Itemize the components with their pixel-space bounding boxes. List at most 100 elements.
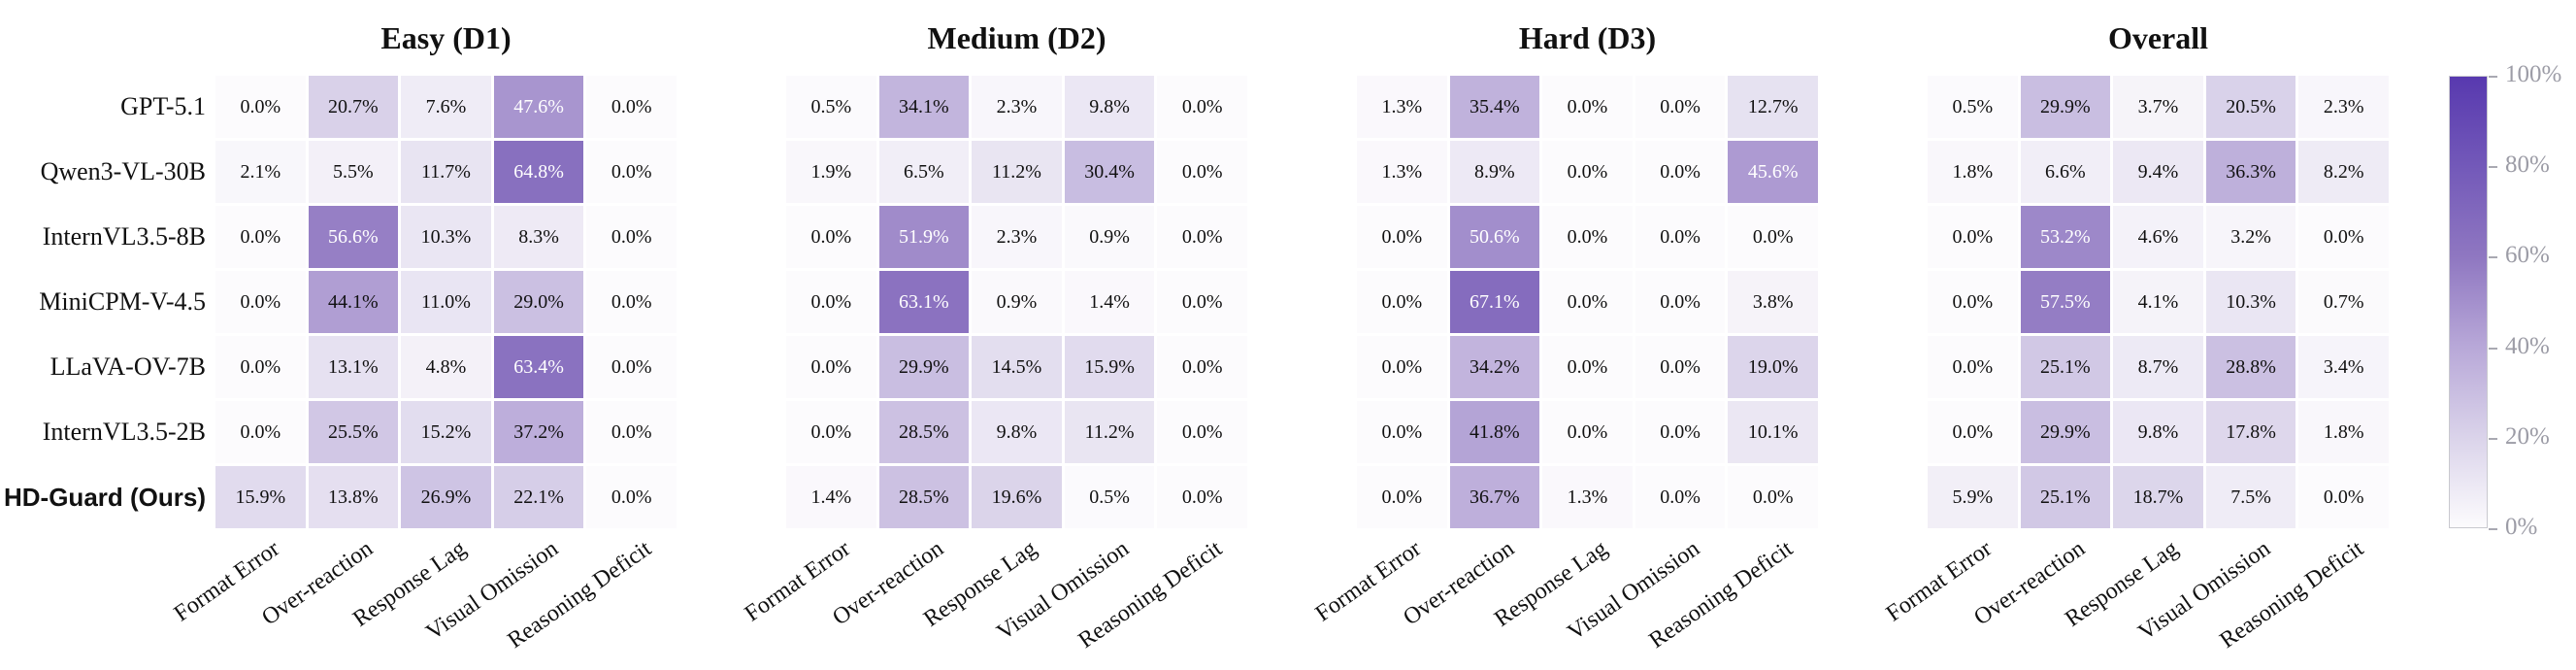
heatmap-cell: 8.2% <box>2298 141 2389 203</box>
heatmap-cell: 2.1% <box>215 141 306 203</box>
heatmap-cell: 36.3% <box>2205 141 2296 203</box>
heatmap-cell: 0.0% <box>586 466 677 528</box>
x-axis-label: Format Error <box>1311 536 1427 627</box>
panel-title: Medium (D2) <box>927 19 1106 55</box>
heatmap-panel: Medium (D2) 0.5% 34.1% 2.3% 9.8% 0.0% 1.9% 6.5%… <box>741 0 1247 654</box>
heatmap-cell: 28.5% <box>878 401 970 463</box>
heatmap-cell: 0.0% <box>1542 206 1633 268</box>
heatmap-cell: 64.8% <box>493 141 584 203</box>
panel-title: Easy (D1) <box>380 19 512 55</box>
heatmap-cell: 1.8% <box>2298 401 2389 463</box>
heatmap-cell: 0.0% <box>1728 206 1818 268</box>
heatmap-cell: 0.0% <box>786 401 876 463</box>
heatmap-cell: 0.0% <box>1635 271 1726 333</box>
heatmap-cell: 13.1% <box>308 336 399 398</box>
x-axis-labels: Format Error Over-reaction Response Lag Vis… <box>741 528 1247 654</box>
heatmap-cell: 3.7% <box>2113 76 2203 138</box>
heatmap-cell: 15.9% <box>1064 336 1155 398</box>
heatmap-cell: 50.6% <box>1449 206 1540 268</box>
heatmap-cell: 0.0% <box>1928 206 2018 268</box>
colorbar-tick-mark <box>2489 528 2497 530</box>
heatmap-cell: 28.5% <box>878 466 970 528</box>
heatmap-cell: 25.1% <box>2020 336 2111 398</box>
heatmap-cell: 0.0% <box>1542 401 1633 463</box>
panel-title: Overall <box>2107 19 2209 55</box>
heatmap-cell: 0.0% <box>586 141 677 203</box>
colorbar-tick-label: 60% <box>2505 242 2550 269</box>
heatmap-cell: 8.7% <box>2113 336 2203 398</box>
heatmap-cell: 13.8% <box>308 466 399 528</box>
colorbar-gradient <box>2449 76 2488 528</box>
heatmap-cell: 7.6% <box>401 76 491 138</box>
heatmap-cell: 0.0% <box>1157 336 1247 398</box>
heatmap-cell: 0.0% <box>1635 401 1726 463</box>
row-label: HD-Guard (Ours) <box>4 482 206 512</box>
heatmap-cell: 8.3% <box>493 206 584 268</box>
heatmap-panel: Overall 0.5% 29.9% 3.7% 20.5% 2.3% 1.8% 6.6% 9.4… <box>1882 0 2389 654</box>
heatmap-cell: 9.8% <box>2113 401 2203 463</box>
x-axis-label: Format Error <box>1882 536 1998 627</box>
heatmap-cell: 34.1% <box>878 76 970 138</box>
heatmap-cell: 0.0% <box>2298 466 2389 528</box>
heatmap-cell: 2.3% <box>972 76 1062 138</box>
row-label: MiniCPM-V-4.5 <box>39 287 206 316</box>
heatmap-cell: 37.2% <box>493 401 584 463</box>
heatmap-cell: 4.8% <box>401 336 491 398</box>
heatmap-cell: 4.6% <box>2113 206 2203 268</box>
heatmap-cell: 11.2% <box>1064 401 1155 463</box>
heatmap-cell: 20.7% <box>308 76 399 138</box>
heatmap-cell: 1.3% <box>1357 76 1447 138</box>
heatmap-cell: 0.0% <box>1357 401 1447 463</box>
heatmap-cell: 41.8% <box>1449 401 1540 463</box>
heatmap-cell: 0.0% <box>586 336 677 398</box>
row-label: GPT-5.1 <box>120 92 206 120</box>
heatmap-cell: 7.5% <box>2205 466 2296 528</box>
heatmap-cell: 29.9% <box>878 336 970 398</box>
colorbar-tick-mark <box>2489 437 2497 440</box>
heatmap-cell: 9.8% <box>972 401 1062 463</box>
heatmap-cell: 51.9% <box>878 206 970 268</box>
colorbar-tick-mark <box>2489 256 2497 259</box>
heatmap-cell: 1.4% <box>786 466 876 528</box>
heatmap-cell: 0.0% <box>1635 336 1726 398</box>
heatmap-cell: 0.0% <box>1928 401 2018 463</box>
x-axis-label: Format Error <box>741 536 856 627</box>
heatmap-cell: 17.8% <box>2205 401 2296 463</box>
heatmap-cell: 2.3% <box>2298 76 2389 138</box>
heatmap-cell: 0.7% <box>2298 271 2389 333</box>
heatmap-cell: 0.0% <box>1542 271 1633 333</box>
heatmap-cell: 28.8% <box>2205 336 2296 398</box>
heatmap-cell: 3.8% <box>1728 271 1818 333</box>
heatmap-cell: 0.0% <box>1928 271 2018 333</box>
heatmap-cell: 22.1% <box>493 466 584 528</box>
heatmap-grid: 0.0% 20.7% 7.6% 47.6% 0.0% 2.1% 5.5% 11.7% 64.8%… <box>215 76 677 528</box>
heatmap-cell: 20.5% <box>2205 76 2296 138</box>
panel-title: Hard (D3) <box>1518 19 1657 55</box>
heatmap-cell: 0.0% <box>1635 466 1726 528</box>
heatmap-cell: 67.1% <box>1449 271 1540 333</box>
heatmap-cell: 29.9% <box>2020 76 2111 138</box>
heatmap-cell: 0.0% <box>1542 76 1633 138</box>
heatmap-cell: 35.4% <box>1449 76 1540 138</box>
heatmap-cell: 0.0% <box>1157 141 1247 203</box>
heatmap-cell: 11.2% <box>972 141 1062 203</box>
heatmap-cell: 29.9% <box>2020 401 2111 463</box>
heatmap-cell: 0.0% <box>586 401 677 463</box>
colorbar-area: 0% 20% 40% 60% 80% 100% <box>2449 61 2576 540</box>
heatmap-cell: 25.1% <box>2020 466 2111 528</box>
row-label: InternVL3.5-8B <box>42 222 206 251</box>
heatmap-cell: 0.0% <box>1357 336 1447 398</box>
heatmap-cell: 0.0% <box>586 76 677 138</box>
model-row-labels: GPT-5.1 Qwen3-VL-30B InternVL3.5-8B MiniCPM… <box>4 76 210 528</box>
heatmap-cell: 10.3% <box>2205 271 2296 333</box>
heatmap-cell: 0.0% <box>215 401 306 463</box>
heatmap-cell: 5.5% <box>308 141 399 203</box>
heatmap-cell: 0.0% <box>1635 141 1726 203</box>
heatmap-cell: 1.3% <box>1542 466 1633 528</box>
heatmap-cell: 47.6% <box>493 76 584 138</box>
heatmap-cell: 3.4% <box>2298 336 2389 398</box>
heatmap-cell: 57.5% <box>2020 271 2111 333</box>
x-axis-labels: Format Error Over-reaction Response Lag Vis… <box>1311 528 1818 654</box>
heatmap-cell: 0.0% <box>215 336 306 398</box>
